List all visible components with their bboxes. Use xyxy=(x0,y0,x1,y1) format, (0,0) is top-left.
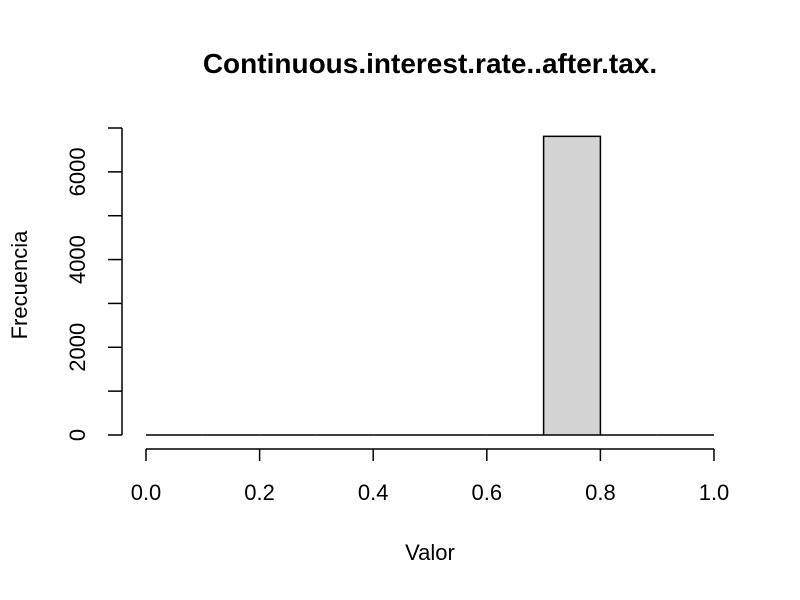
x-tick-label: 0.8 xyxy=(585,480,616,505)
y-tick-label: 6000 xyxy=(65,147,90,196)
x-tick-label: 0.0 xyxy=(131,480,162,505)
y-axis-label: Frecuencia xyxy=(7,230,32,340)
x-tick-label: 0.6 xyxy=(472,480,503,505)
x-axis-label: Valor xyxy=(405,540,455,565)
x-tick-label: 0.4 xyxy=(358,480,389,505)
histogram-bar xyxy=(542,135,602,436)
plot-area: 0.0 0.2 0.4 0.6 0.8 1.0 0 2000 4000 6000 xyxy=(65,127,730,505)
y-tick-label: 0 xyxy=(65,429,90,441)
y-tick-label: 4000 xyxy=(65,235,90,284)
x-tick-label: 1.0 xyxy=(699,480,730,505)
x-tick-label: 0.2 xyxy=(244,480,275,505)
chart-title: Continuous.interest.rate..after.tax. xyxy=(203,48,657,79)
y-tick-label: 2000 xyxy=(65,323,90,372)
